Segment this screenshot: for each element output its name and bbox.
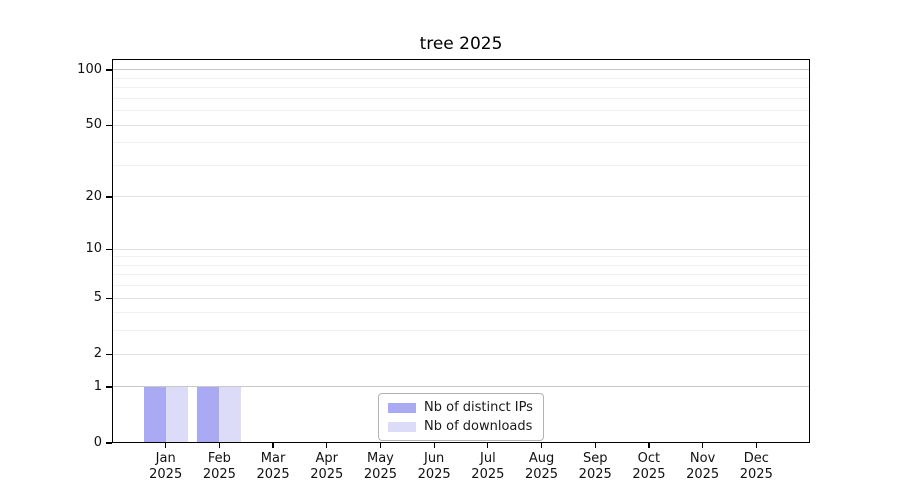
bar-distinct-ips xyxy=(143,386,166,443)
x-tick-label: Nov 2025 xyxy=(686,451,720,482)
minor-gridline xyxy=(113,110,809,112)
y-tick-mark xyxy=(106,442,112,444)
y-tick-mark xyxy=(106,297,112,299)
x-tick-label: Oct 2025 xyxy=(632,451,666,482)
x-tick-label: Apr 2025 xyxy=(310,451,344,482)
x-tick-mark xyxy=(648,443,650,448)
x-tick-mark xyxy=(218,443,220,448)
major-gridline xyxy=(113,353,809,355)
legend-label-downloads: Nb of downloads xyxy=(424,419,533,434)
y-tick-label: 1 xyxy=(93,378,102,394)
minor-gridline xyxy=(113,77,809,79)
bar-downloads xyxy=(165,386,188,443)
major-gridline xyxy=(113,124,809,126)
legend: Nb of distinct IPs Nb of downloads xyxy=(378,393,544,441)
x-tick-mark xyxy=(326,443,328,448)
x-tick-label: Dec 2025 xyxy=(739,451,773,482)
x-tick-label: Sep 2025 xyxy=(578,451,612,482)
minor-gridline xyxy=(113,97,809,99)
minor-gridline xyxy=(113,164,809,166)
major-gridline xyxy=(113,386,809,388)
major-gridline xyxy=(113,248,809,250)
x-tick-mark xyxy=(379,443,382,448)
minor-gridline xyxy=(113,312,809,314)
minor-gridline xyxy=(113,264,809,266)
x-tick-mark xyxy=(487,443,489,448)
bar-downloads xyxy=(219,386,242,443)
x-tick-label: Jan 2025 xyxy=(149,451,183,482)
legend-item-distinct-ips: Nb of distinct IPs xyxy=(388,400,533,415)
y-tick-label: 10 xyxy=(85,241,102,257)
x-tick-mark xyxy=(755,443,757,448)
major-gridline xyxy=(113,196,809,198)
legend-label-distinct-ips: Nb of distinct IPs xyxy=(424,400,533,415)
legend-item-downloads: Nb of downloads xyxy=(388,419,533,434)
chart-title: tree 2025 xyxy=(419,34,503,54)
x-tick-label: Aug 2025 xyxy=(524,451,559,482)
x-tick-mark xyxy=(165,443,167,448)
y-tick-mark xyxy=(106,124,112,126)
x-tick-label: Jun 2025 xyxy=(417,451,451,482)
minor-gridline xyxy=(113,87,809,89)
y-tick-label: 50 xyxy=(85,117,102,133)
y-tick-mark xyxy=(106,386,112,388)
x-tick-mark xyxy=(702,443,704,448)
y-tick-label: 100 xyxy=(77,61,102,77)
x-tick-mark xyxy=(540,443,543,448)
y-tick-label: 5 xyxy=(93,290,102,306)
minor-gridline xyxy=(113,285,809,287)
x-tick-mark xyxy=(433,443,435,448)
y-tick-label: 20 xyxy=(85,188,102,204)
y-tick-label: 0 xyxy=(93,435,102,450)
minor-gridline xyxy=(113,330,809,332)
legend-swatch-downloads xyxy=(388,421,416,432)
major-gridline xyxy=(113,297,809,299)
x-tick-label: May 2025 xyxy=(363,451,397,482)
y-tick-mark xyxy=(106,69,112,71)
y-tick-mark xyxy=(106,353,112,355)
x-tick-label: Feb 2025 xyxy=(202,451,236,482)
minor-gridline xyxy=(113,142,809,144)
minor-gridline xyxy=(113,256,809,258)
x-tick-mark xyxy=(594,443,596,448)
y-tick-mark xyxy=(106,196,112,198)
minor-gridline xyxy=(113,274,809,276)
bar-distinct-ips xyxy=(197,386,220,443)
x-tick-label: Mar 2025 xyxy=(256,451,290,482)
y-tick-label: 2 xyxy=(93,346,102,362)
major-gridline xyxy=(113,69,809,71)
x-tick-mark xyxy=(272,443,274,448)
legend-swatch-distinct-ips xyxy=(388,402,416,413)
y-tick-mark xyxy=(106,248,112,250)
x-tick-label: Jul 2025 xyxy=(471,451,505,482)
